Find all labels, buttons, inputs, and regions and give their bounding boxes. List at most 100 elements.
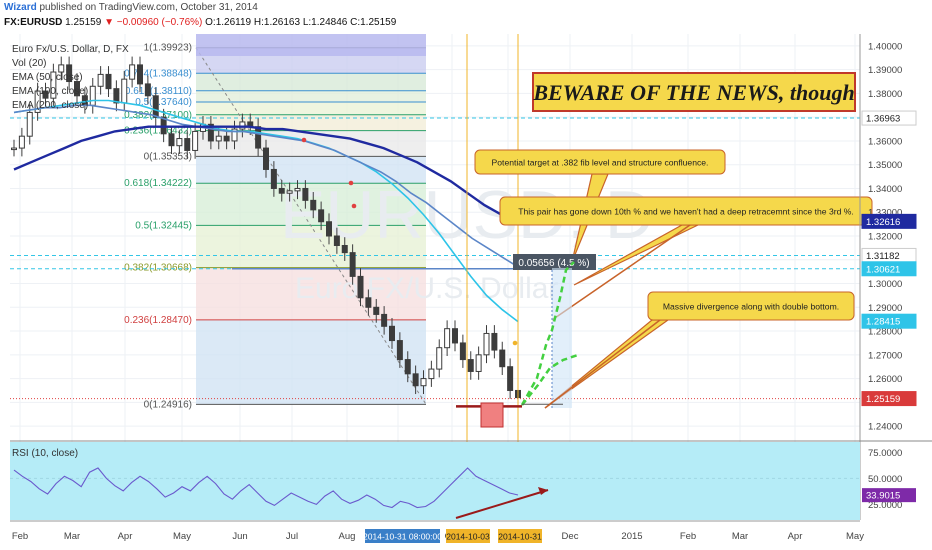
price-tick-label: 1.38000 [868, 89, 902, 100]
candle-body [373, 306, 380, 315]
callout-box [647, 291, 855, 321]
callout-box [499, 196, 873, 226]
signal-dot [301, 137, 307, 143]
ohlc-open: O:1.26119 [205, 17, 252, 28]
price-tick-label: 1.36000 [868, 136, 902, 147]
fib-zone-upper [196, 114, 426, 131]
price-axis[interactable]: 1.400001.390001.380001.370001.360001.350… [859, 34, 917, 520]
publish-info: published on TradingView.com, October 31… [39, 2, 258, 13]
divergence-note: Massive divergence along with double bot… [544, 291, 855, 409]
candle-body [475, 354, 482, 372]
candle-body [74, 81, 80, 97]
candle-body [278, 187, 285, 194]
down-arrow-icon: ▼ [104, 17, 114, 28]
price-label-box [861, 261, 917, 277]
candle-body [341, 245, 348, 254]
date-tag-label: 2014-10-31 [498, 532, 542, 542]
candle-body [459, 342, 466, 361]
month-tick-label: Aug [339, 531, 356, 542]
candle-body [491, 332, 498, 351]
price-tick-label: 1.35000 [868, 160, 902, 171]
fib-level-label: 0.764(1.38848) [124, 68, 192, 79]
beware-note: BEWARE OF THE NEWS, though [532, 72, 856, 112]
vertical-markers [466, 34, 519, 520]
price-label-text: 1.30621 [866, 264, 900, 275]
double-bottom-marker [480, 402, 504, 428]
candle-body [192, 130, 199, 151]
month-tick-label: Apr [788, 531, 803, 542]
candle-body [34, 90, 41, 113]
date-tag-label: 2014-10-03 [446, 532, 490, 542]
fib-zone-lower [196, 319, 426, 405]
fib-zone-lower [196, 267, 426, 320]
date-tag-label: 2014-10-31 08:00:00 [363, 532, 442, 542]
measure-range [552, 268, 572, 408]
candle-body [444, 328, 451, 349]
month-tick-label: Jun [232, 531, 247, 542]
callout-text: Massive divergence along with double bot… [663, 302, 839, 312]
month-tick-label: Jul [286, 531, 298, 542]
candle-body [412, 373, 419, 387]
candle-body [160, 116, 167, 135]
price-tick-label: 1.30000 [868, 279, 902, 290]
month-tick-label: Dec [562, 531, 579, 542]
legend: Euro Fx/U.S. Dollar, D, FX Vol (20) EMA … [12, 44, 129, 111]
candle-body [176, 138, 183, 147]
fib-header-band [196, 34, 426, 56]
ohlc-low: L:1.24846 [302, 17, 348, 28]
time-axis[interactable]: FebMarAprMayJunJulAugSepOctNovDec2015Feb… [10, 520, 932, 550]
candle-body [310, 199, 317, 211]
fib-level-label: 0(1.35353) [144, 151, 192, 162]
price-tick-label: 1.32000 [868, 232, 902, 243]
measure-label: 0.05656 (4.5 %) [518, 258, 589, 269]
candle-body [333, 235, 340, 247]
price-label-text: 1.25159 [866, 394, 900, 405]
price-tick-label: 1.26000 [868, 374, 902, 385]
candle-body [97, 73, 104, 87]
rsi-pane-bg [10, 442, 860, 520]
candle-body [467, 359, 474, 372]
drawings[interactable]: BEWARE OF THE NEWS, though Potential targ… [196, 34, 873, 428]
publish-header: Wizard published on TradingView.com, Oct… [4, 2, 258, 13]
price-series [11, 56, 521, 406]
candle-body [365, 297, 372, 308]
price-label-text: 1.32616 [866, 217, 900, 228]
ema50-line [13, 99, 519, 323]
rsi-divergence-line [455, 489, 549, 519]
date-tag-box [498, 529, 542, 543]
price-tick-label: 1.28000 [868, 327, 902, 338]
signal-dot [348, 180, 354, 186]
month-tick-label: May [846, 531, 864, 542]
author-name[interactable]: Wizard [4, 2, 37, 13]
candle-body [270, 168, 277, 189]
fib-level-label: 0.236(1.36432) [124, 126, 192, 137]
date-tag-box [365, 529, 440, 543]
beware-text: BEWARE OF THE NEWS, though [532, 80, 854, 105]
candle-body [231, 128, 238, 142]
candle-body [294, 187, 301, 192]
price-tick-label: 1.40000 [868, 41, 902, 52]
candle-body [89, 85, 96, 106]
month-tick-label: Apr [118, 531, 133, 542]
candle-body [137, 64, 143, 85]
candle-body [396, 340, 403, 361]
rsi-line [13, 467, 519, 509]
month-tick-label: Feb [12, 531, 28, 542]
price-tick-label: 1.24000 [868, 422, 902, 433]
fib-level-label: 1(1.39923) [144, 43, 192, 54]
candle-body [50, 71, 57, 99]
candle-body [436, 347, 443, 370]
ema-lines [13, 99, 519, 323]
fib-retracement[interactable]: 1(1.39923)0.764(1.38848)0.618(1.38110)0.… [124, 43, 427, 411]
candle-body [215, 135, 222, 142]
candle-body [420, 378, 427, 387]
rsi-tick-label: 75.0000 [868, 448, 902, 459]
candle-body [121, 78, 128, 104]
symbol-label[interactable]: FX:EURUSD [4, 17, 63, 28]
price-label-box [861, 213, 917, 229]
retrace-arrow-line [551, 224, 691, 321]
callout-box [474, 149, 726, 175]
candle-body [255, 126, 262, 149]
